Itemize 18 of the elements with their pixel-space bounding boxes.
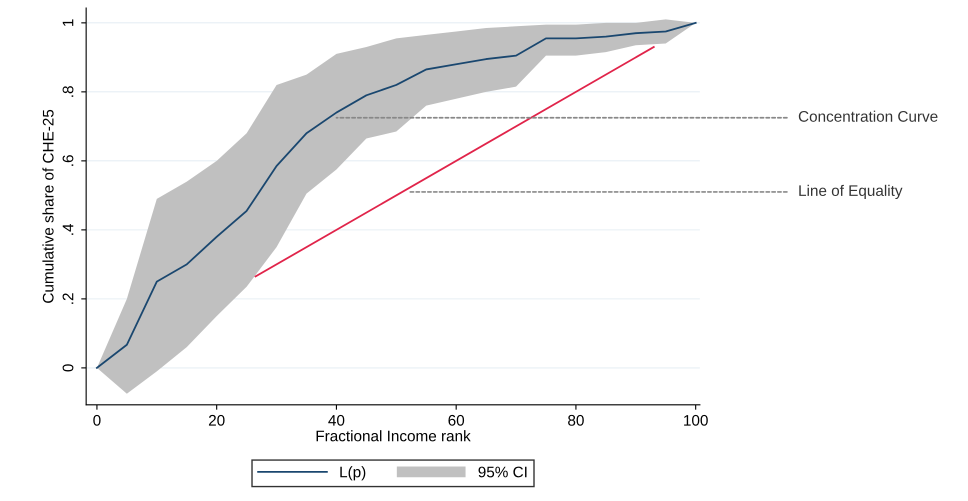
annotation: Concentration Curve <box>798 110 938 122</box>
y-tick-label: .2 <box>62 293 74 304</box>
x-axis-title: Fractional Income rank <box>316 430 471 442</box>
y-tick-label: .4 <box>62 224 74 235</box>
x-tick-label: 80 <box>568 414 584 426</box>
y-tick-label: 0 <box>62 364 74 372</box>
x-tick-label: 100 <box>684 414 708 426</box>
y-tick-label: .8 <box>62 86 74 97</box>
x-tick-label: 40 <box>328 414 344 426</box>
x-tick-label: 20 <box>208 414 225 426</box>
y-axis-title: Cumulative share of CHE-25 <box>42 110 54 303</box>
x-tick-label: 60 <box>448 414 464 426</box>
y-tick-label: .6 <box>62 155 74 166</box>
text: 95% CI <box>478 466 526 478</box>
x-tick-label: 0 <box>93 414 101 426</box>
annotation: Line of Equality <box>799 184 902 200</box>
legend-label: L(p) <box>340 466 366 480</box>
y-tick-label: 1 <box>62 19 74 26</box>
